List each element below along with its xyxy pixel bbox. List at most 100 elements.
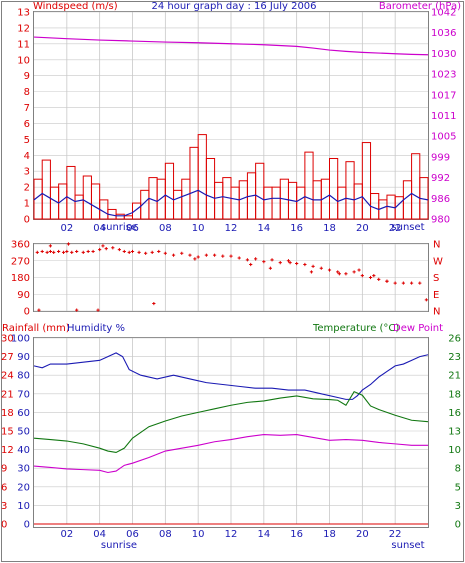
wind-tick-label: 13 xyxy=(17,8,30,19)
humidity-axis-title: Humidity % xyxy=(67,323,125,334)
humidity-tick-label: 0 xyxy=(24,520,30,531)
direction-tick-label: 270 xyxy=(11,256,30,267)
direction-point xyxy=(311,264,315,268)
direction-point xyxy=(337,272,341,276)
temperature-axis-title: Temperature (°C) xyxy=(312,323,399,334)
direction-point xyxy=(163,251,167,255)
temp-x-tick-label: 12 xyxy=(225,529,238,540)
wind-tick-label: 6 xyxy=(24,119,30,130)
temperature-tick-label: 13 xyxy=(448,427,461,438)
barometer-tick-label: 1017 xyxy=(431,90,456,101)
barometer-tick-label: 999 xyxy=(431,152,450,163)
rainfall-tick-label: 21 xyxy=(1,389,14,400)
humidity-tick-label: 10 xyxy=(17,501,30,512)
direction-point xyxy=(188,253,192,257)
temperature-panel-grid xyxy=(34,337,428,525)
barometer-tick-label: 1023 xyxy=(431,70,456,81)
sunset-label-top: sunset xyxy=(391,222,424,233)
wind-tick-label: 1 xyxy=(24,199,30,210)
direction-point xyxy=(35,250,39,254)
direction-point xyxy=(91,249,95,254)
direction-point xyxy=(309,270,314,274)
wind-barometer-panel: 0123456789101112139809869929991005101110… xyxy=(17,1,461,234)
temp-x-tick-label: 20 xyxy=(356,529,369,540)
wind-x-tick-label: 02 xyxy=(60,223,73,234)
direction-point xyxy=(127,250,131,254)
humidity-line xyxy=(33,352,429,400)
direction-tick-label: 180 xyxy=(11,273,30,284)
windspeed-bar xyxy=(361,142,372,220)
direction-point xyxy=(319,266,323,270)
direction-point xyxy=(360,274,364,278)
temperature-line xyxy=(33,390,429,454)
direction-point xyxy=(270,258,274,262)
rainfall-tick-label: 18 xyxy=(1,408,14,419)
direction-point xyxy=(150,250,154,254)
barometer-tick-label: 1011 xyxy=(431,111,456,122)
direction-point xyxy=(122,249,126,254)
direction-point xyxy=(327,268,332,272)
direction-point xyxy=(130,249,135,254)
direction-point xyxy=(57,249,61,254)
direction-point xyxy=(368,275,373,280)
rainfall-tick-label: 12 xyxy=(1,445,14,456)
barometer-axis-title: Barometer (hPa) xyxy=(379,1,461,12)
direction-point xyxy=(96,308,100,312)
direction-panel-marks xyxy=(35,242,428,312)
temp-x-tick-label: 18 xyxy=(323,529,336,540)
direction-point xyxy=(37,308,41,312)
wind-tick-label: 12 xyxy=(17,23,30,34)
rainfall-tick-label: 30 xyxy=(1,334,14,345)
direction-point xyxy=(75,308,79,312)
windspeed-axis-title: Windspeed (m/s) xyxy=(33,1,118,12)
wind-x-tick-label: 16 xyxy=(290,223,303,234)
direction-point xyxy=(144,251,148,255)
direction-point xyxy=(111,246,115,250)
barometer-tick-label: 1005 xyxy=(431,132,456,143)
barometer-tick-label: 1036 xyxy=(431,28,456,39)
wind-tick-label: 3 xyxy=(24,167,30,178)
wind-tick-label: 8 xyxy=(24,87,30,98)
temperature-tick-label: 10 xyxy=(448,445,461,456)
direction-point xyxy=(104,247,108,251)
direction-point xyxy=(372,274,376,278)
temp-x-tick-label: 04 xyxy=(93,529,106,540)
humidity-tick-label: 100 xyxy=(11,334,30,345)
direction-tick-label: 360 xyxy=(11,240,30,251)
wind-direction-panel: 0 N 90 E 180 S 270 W 360 N xyxy=(11,240,443,318)
sunrise-label-top: sunrise xyxy=(101,222,137,233)
direction-tick-label: 90 xyxy=(17,290,30,301)
direction-point xyxy=(401,281,405,285)
temperature-tick-label: 26 xyxy=(448,334,461,345)
temp-x-tick-label: 02 xyxy=(60,529,73,540)
barometer-line xyxy=(33,36,429,56)
direction-point xyxy=(268,266,272,270)
direction-panel-ticks: 0 N 90 E 180 S 270 W 360 N xyxy=(11,240,443,318)
rainfall-tick-label: 15 xyxy=(1,427,14,438)
compass-tick-label: W xyxy=(433,256,443,267)
direction-point xyxy=(171,253,176,257)
humidity-tick-label: 20 xyxy=(17,482,30,493)
wind-panel-ticks: 0123456789101112139809869929991005101110… xyxy=(17,8,456,235)
compass-tick-label: S xyxy=(433,273,439,284)
barometer-tick-label: 986 xyxy=(431,194,450,205)
direction-point xyxy=(180,251,184,255)
direction-tick-label: 0 xyxy=(24,307,30,318)
direction-panel-grid xyxy=(34,243,428,312)
temp-x-tick-label: 16 xyxy=(290,529,303,540)
humidity-tick-label: 60 xyxy=(17,408,30,419)
direction-point xyxy=(193,257,197,261)
direction-point xyxy=(81,250,85,254)
wind-x-tick-label: 12 xyxy=(225,223,238,234)
wind-x-tick-label: 06 xyxy=(126,223,139,234)
temperature-tick-label: 23 xyxy=(448,352,461,363)
direction-point xyxy=(212,253,217,257)
direction-point xyxy=(52,250,56,254)
temperature-tick-label: 16 xyxy=(448,408,461,419)
wind-tick-label: 4 xyxy=(24,151,30,162)
direction-point xyxy=(152,301,156,306)
direction-point xyxy=(288,261,292,265)
